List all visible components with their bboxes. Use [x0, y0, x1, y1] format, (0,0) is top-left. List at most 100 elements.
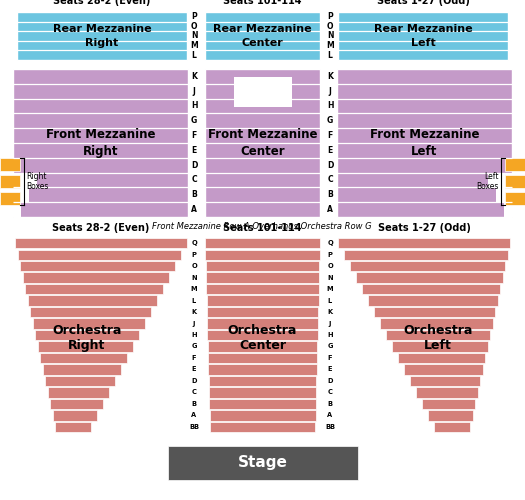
Text: Front Mezzanine
Left: Front Mezzanine Left: [370, 128, 479, 158]
Text: Front Mezzanine
Center: Front Mezzanine Center: [208, 128, 317, 158]
Text: B: B: [192, 401, 196, 407]
FancyBboxPatch shape: [30, 307, 151, 318]
Text: N: N: [327, 274, 333, 280]
FancyBboxPatch shape: [422, 398, 475, 409]
Text: Q: Q: [327, 240, 333, 246]
FancyBboxPatch shape: [0, 192, 20, 205]
Text: D: D: [191, 160, 197, 170]
FancyBboxPatch shape: [505, 175, 525, 188]
FancyBboxPatch shape: [17, 12, 187, 60]
Text: BB: BB: [325, 424, 335, 430]
Text: P: P: [328, 252, 332, 258]
Text: Seats 101-114: Seats 101-114: [223, 0, 302, 6]
Text: C: C: [192, 390, 196, 396]
FancyBboxPatch shape: [25, 284, 163, 294]
FancyBboxPatch shape: [234, 77, 291, 107]
Text: F: F: [192, 355, 196, 361]
Text: N: N: [327, 32, 333, 40]
Text: F: F: [192, 131, 197, 140]
Text: L: L: [192, 298, 196, 304]
FancyBboxPatch shape: [210, 422, 315, 432]
FancyBboxPatch shape: [209, 410, 316, 420]
FancyBboxPatch shape: [206, 261, 319, 272]
Text: E: E: [192, 146, 197, 155]
FancyBboxPatch shape: [208, 342, 317, 351]
Text: D: D: [327, 378, 333, 384]
FancyBboxPatch shape: [392, 342, 488, 351]
FancyBboxPatch shape: [207, 307, 318, 318]
FancyBboxPatch shape: [17, 250, 181, 260]
FancyBboxPatch shape: [168, 446, 358, 480]
FancyBboxPatch shape: [416, 387, 478, 398]
FancyBboxPatch shape: [209, 387, 316, 398]
Text: Q: Q: [191, 240, 197, 246]
FancyBboxPatch shape: [338, 12, 508, 60]
FancyBboxPatch shape: [13, 172, 37, 188]
FancyBboxPatch shape: [205, 250, 320, 260]
FancyBboxPatch shape: [505, 158, 525, 171]
Text: F: F: [328, 131, 333, 140]
Text: A: A: [191, 205, 197, 214]
Text: D: D: [191, 378, 197, 384]
FancyBboxPatch shape: [208, 364, 317, 374]
Text: Seats 28-2 (Even): Seats 28-2 (Even): [54, 0, 151, 6]
Text: E: E: [328, 366, 332, 372]
FancyBboxPatch shape: [55, 422, 91, 432]
Text: L: L: [328, 298, 332, 304]
FancyBboxPatch shape: [209, 398, 316, 409]
FancyBboxPatch shape: [404, 364, 482, 374]
Text: L: L: [192, 50, 196, 59]
Text: M: M: [326, 41, 334, 50]
FancyBboxPatch shape: [35, 330, 139, 340]
Text: BB: BB: [189, 424, 199, 430]
Text: E: E: [328, 146, 333, 155]
Text: Right
Boxes: Right Boxes: [26, 172, 48, 191]
FancyBboxPatch shape: [338, 238, 510, 248]
FancyBboxPatch shape: [398, 352, 485, 363]
FancyBboxPatch shape: [20, 261, 175, 272]
FancyBboxPatch shape: [37, 342, 133, 351]
FancyBboxPatch shape: [50, 398, 103, 409]
FancyBboxPatch shape: [0, 158, 20, 171]
Text: H: H: [191, 102, 197, 110]
FancyBboxPatch shape: [434, 422, 470, 432]
FancyBboxPatch shape: [374, 307, 495, 318]
FancyBboxPatch shape: [206, 272, 319, 283]
Text: O: O: [191, 263, 197, 269]
Text: B: B: [191, 190, 197, 200]
FancyBboxPatch shape: [428, 410, 473, 420]
Text: K: K: [191, 72, 197, 81]
FancyBboxPatch shape: [496, 188, 512, 202]
Text: O: O: [327, 263, 333, 269]
Text: A: A: [192, 412, 196, 418]
Text: H: H: [191, 332, 197, 338]
FancyBboxPatch shape: [33, 318, 145, 329]
Text: G: G: [191, 344, 197, 349]
Text: Orchestra
Left: Orchestra Left: [403, 324, 472, 352]
Text: C: C: [191, 176, 197, 184]
Text: M: M: [327, 286, 333, 292]
Text: H: H: [327, 102, 333, 110]
Text: G: G: [191, 116, 197, 126]
FancyBboxPatch shape: [504, 202, 512, 217]
Text: E: E: [192, 366, 196, 372]
Text: Seats 1-27 (Odd): Seats 1-27 (Odd): [376, 0, 469, 6]
Text: Left
Boxes: Left Boxes: [477, 172, 499, 191]
Text: J: J: [193, 86, 195, 96]
FancyBboxPatch shape: [488, 172, 512, 188]
Text: B: B: [328, 401, 332, 407]
FancyBboxPatch shape: [15, 238, 187, 248]
FancyBboxPatch shape: [205, 238, 320, 248]
Text: Rear Mezzanine
Left: Rear Mezzanine Left: [374, 24, 472, 48]
FancyBboxPatch shape: [0, 175, 20, 188]
Text: C: C: [327, 176, 333, 184]
FancyBboxPatch shape: [13, 202, 21, 217]
FancyBboxPatch shape: [27, 296, 157, 306]
FancyBboxPatch shape: [356, 272, 502, 283]
Text: Seats 1-27 (Odd): Seats 1-27 (Odd): [377, 223, 470, 233]
Text: Seats 101-114: Seats 101-114: [223, 223, 302, 233]
FancyBboxPatch shape: [362, 284, 500, 294]
FancyBboxPatch shape: [205, 12, 320, 60]
Text: M: M: [191, 286, 197, 292]
Text: J: J: [193, 320, 195, 326]
